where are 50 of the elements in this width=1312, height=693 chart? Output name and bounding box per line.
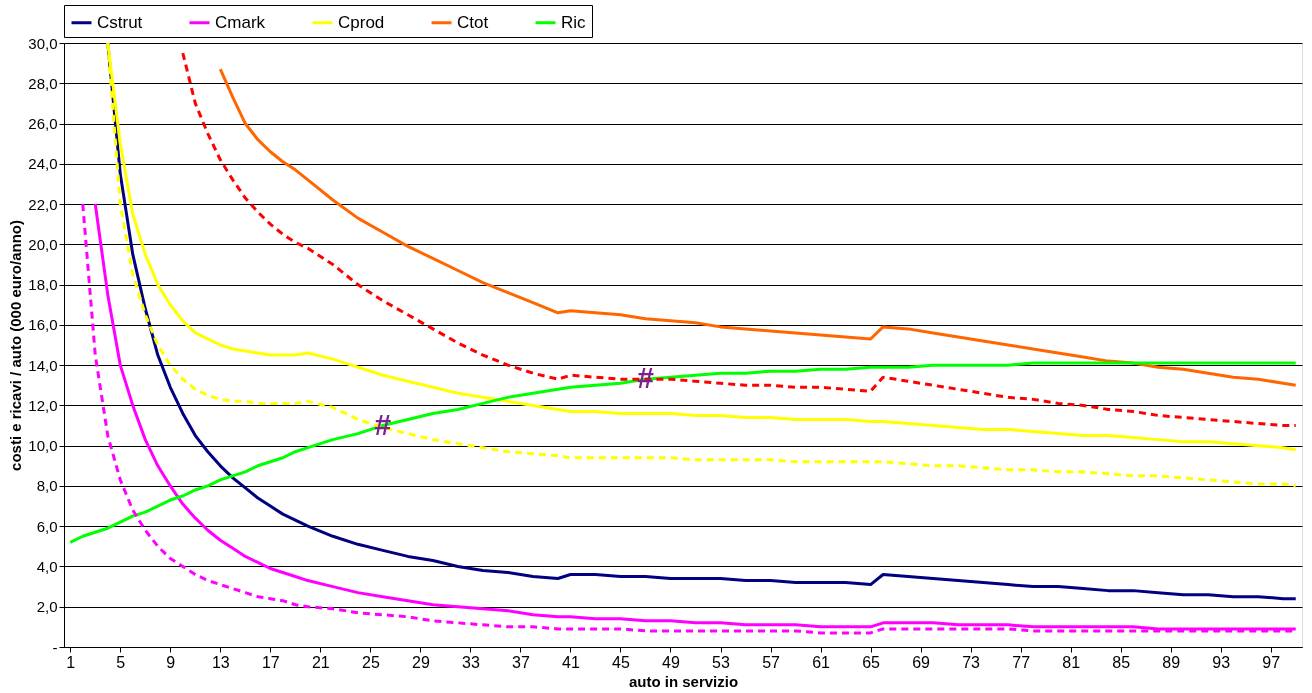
x-tick-label: 65: [862, 653, 881, 671]
x-tick-label: 93: [1212, 653, 1231, 671]
legend-label: Cprod: [338, 12, 385, 32]
x-tick-label: 89: [1162, 653, 1181, 671]
x-tick-label: 41: [562, 653, 580, 671]
x-tick-label: 81: [1062, 653, 1081, 671]
y-tick-label: 2,0: [36, 598, 58, 616]
y-tick-label: 16,0: [28, 316, 58, 334]
y-tick-label: 28,0: [28, 74, 58, 92]
y-axis-title: costi e ricavi / auto (000 euro/anno): [7, 220, 25, 471]
x-tick-label: 1: [66, 653, 76, 671]
x-tick-label: 13: [211, 653, 230, 671]
x-tick-label: 37: [512, 653, 530, 671]
y-tick-label: 26,0: [28, 115, 58, 133]
legend-label: Cstrut: [97, 12, 143, 32]
x-tick-label: 77: [1012, 653, 1031, 671]
x-tick-label: 85: [1112, 653, 1131, 671]
x-tick-label: 29: [412, 653, 430, 671]
x-tick-label: 9: [166, 653, 176, 671]
x-tick-label: 57: [762, 653, 781, 671]
y-tick-label: 4,0: [36, 557, 58, 575]
x-tick-label: 53: [712, 653, 731, 671]
x-tick-label: 61: [812, 653, 831, 671]
line-series: [218, 67, 1298, 387]
x-tick-label: 73: [962, 653, 981, 671]
y-tick-label: 10,0: [28, 437, 58, 455]
y-tick-label: 24,0: [28, 155, 58, 173]
y-tick-label: 30,0: [28, 34, 58, 52]
y-tick-label: 22,0: [28, 195, 58, 213]
y-tick-label: 18,0: [28, 276, 58, 294]
legend-label: Ric: [561, 12, 587, 32]
y-tick-label: 8,0: [36, 477, 58, 495]
x-tick-label: 45: [612, 653, 630, 671]
x-axis-title: auto in servizio: [628, 672, 739, 690]
x-tick-label: 97: [1262, 653, 1281, 671]
x-tick-label: 69: [912, 653, 931, 671]
x-tick-label: 5: [116, 653, 126, 671]
legend-label: Ctot: [457, 12, 489, 32]
y-tick-label: 14,0: [28, 356, 58, 374]
x-tick-label: 49: [662, 653, 680, 671]
x-tick-label: 17: [261, 653, 280, 671]
y-tick-label: 6,0: [36, 517, 58, 535]
x-tick-label: 33: [462, 653, 480, 671]
legend-label: Cmark: [215, 12, 266, 32]
y-tick-label: 12,0: [28, 396, 58, 414]
line-series: [68, 361, 1298, 544]
x-tick-label: 25: [361, 653, 380, 671]
y-tick-label: -: [52, 638, 58, 656]
x-tick-label: 21: [311, 653, 330, 671]
y-tick-label: 20,0: [28, 235, 58, 253]
